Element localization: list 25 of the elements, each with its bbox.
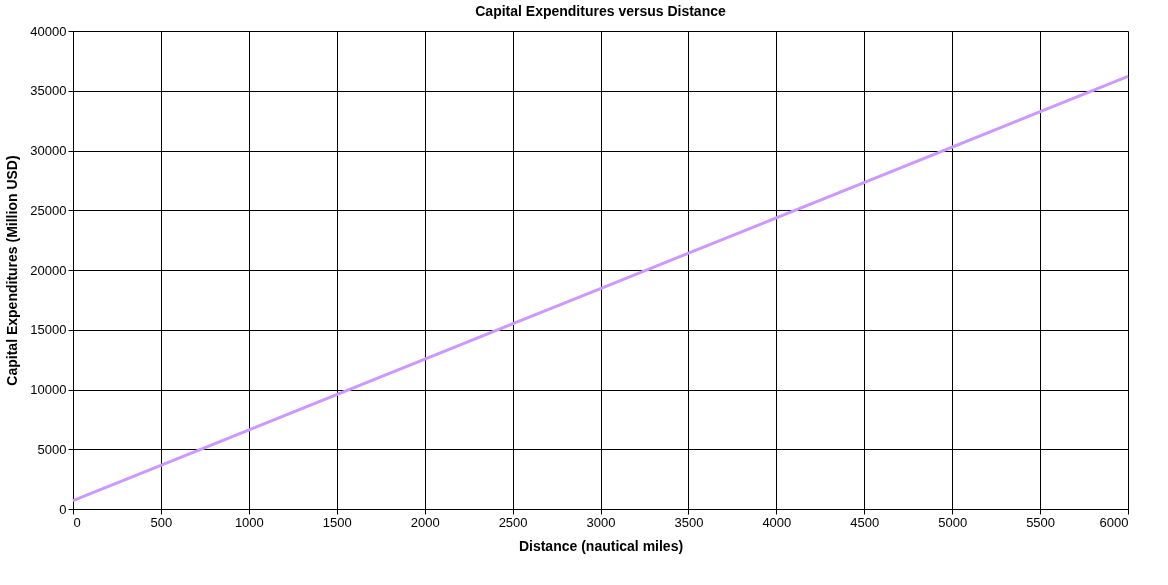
y-tick-label: 20000: [30, 262, 67, 278]
x-tick-label: 2500: [498, 514, 528, 530]
y-tick-label: 30000: [30, 143, 67, 158]
x-tick-label: 0: [73, 514, 81, 530]
y-tick-label: 0: [59, 501, 67, 517]
y-axis-title: Capital Expenditures (Million USD): [4, 155, 21, 386]
y-tick-label: 40000: [30, 23, 67, 39]
x-tick-label: 500: [150, 514, 173, 530]
x-tick-label: 3000: [586, 514, 616, 530]
x-tick-label: 5000: [938, 514, 968, 530]
x-tick-label: 6000: [1099, 514, 1129, 530]
x-axis-title: Distance (nautical miles): [518, 537, 684, 554]
x-tick-label: 1500: [322, 514, 352, 530]
x-tick-label: 2000: [410, 514, 440, 530]
x-tick-label: 1000: [234, 514, 264, 530]
x-tick-label: 4000: [762, 514, 792, 530]
y-tick-label: 10000: [30, 382, 67, 397]
y-tick-label: 25000: [30, 202, 67, 218]
y-tick-label: 5000: [37, 441, 67, 457]
x-tick-label: 5500: [1026, 514, 1056, 530]
x-tick-label: 4500: [850, 514, 880, 530]
y-tick-label: 15000: [30, 322, 67, 338]
y-tick-label: 35000: [30, 83, 67, 99]
x-tick-label: 3500: [674, 514, 704, 530]
chart-title: Capital Expenditures versus Distance: [475, 3, 726, 19]
